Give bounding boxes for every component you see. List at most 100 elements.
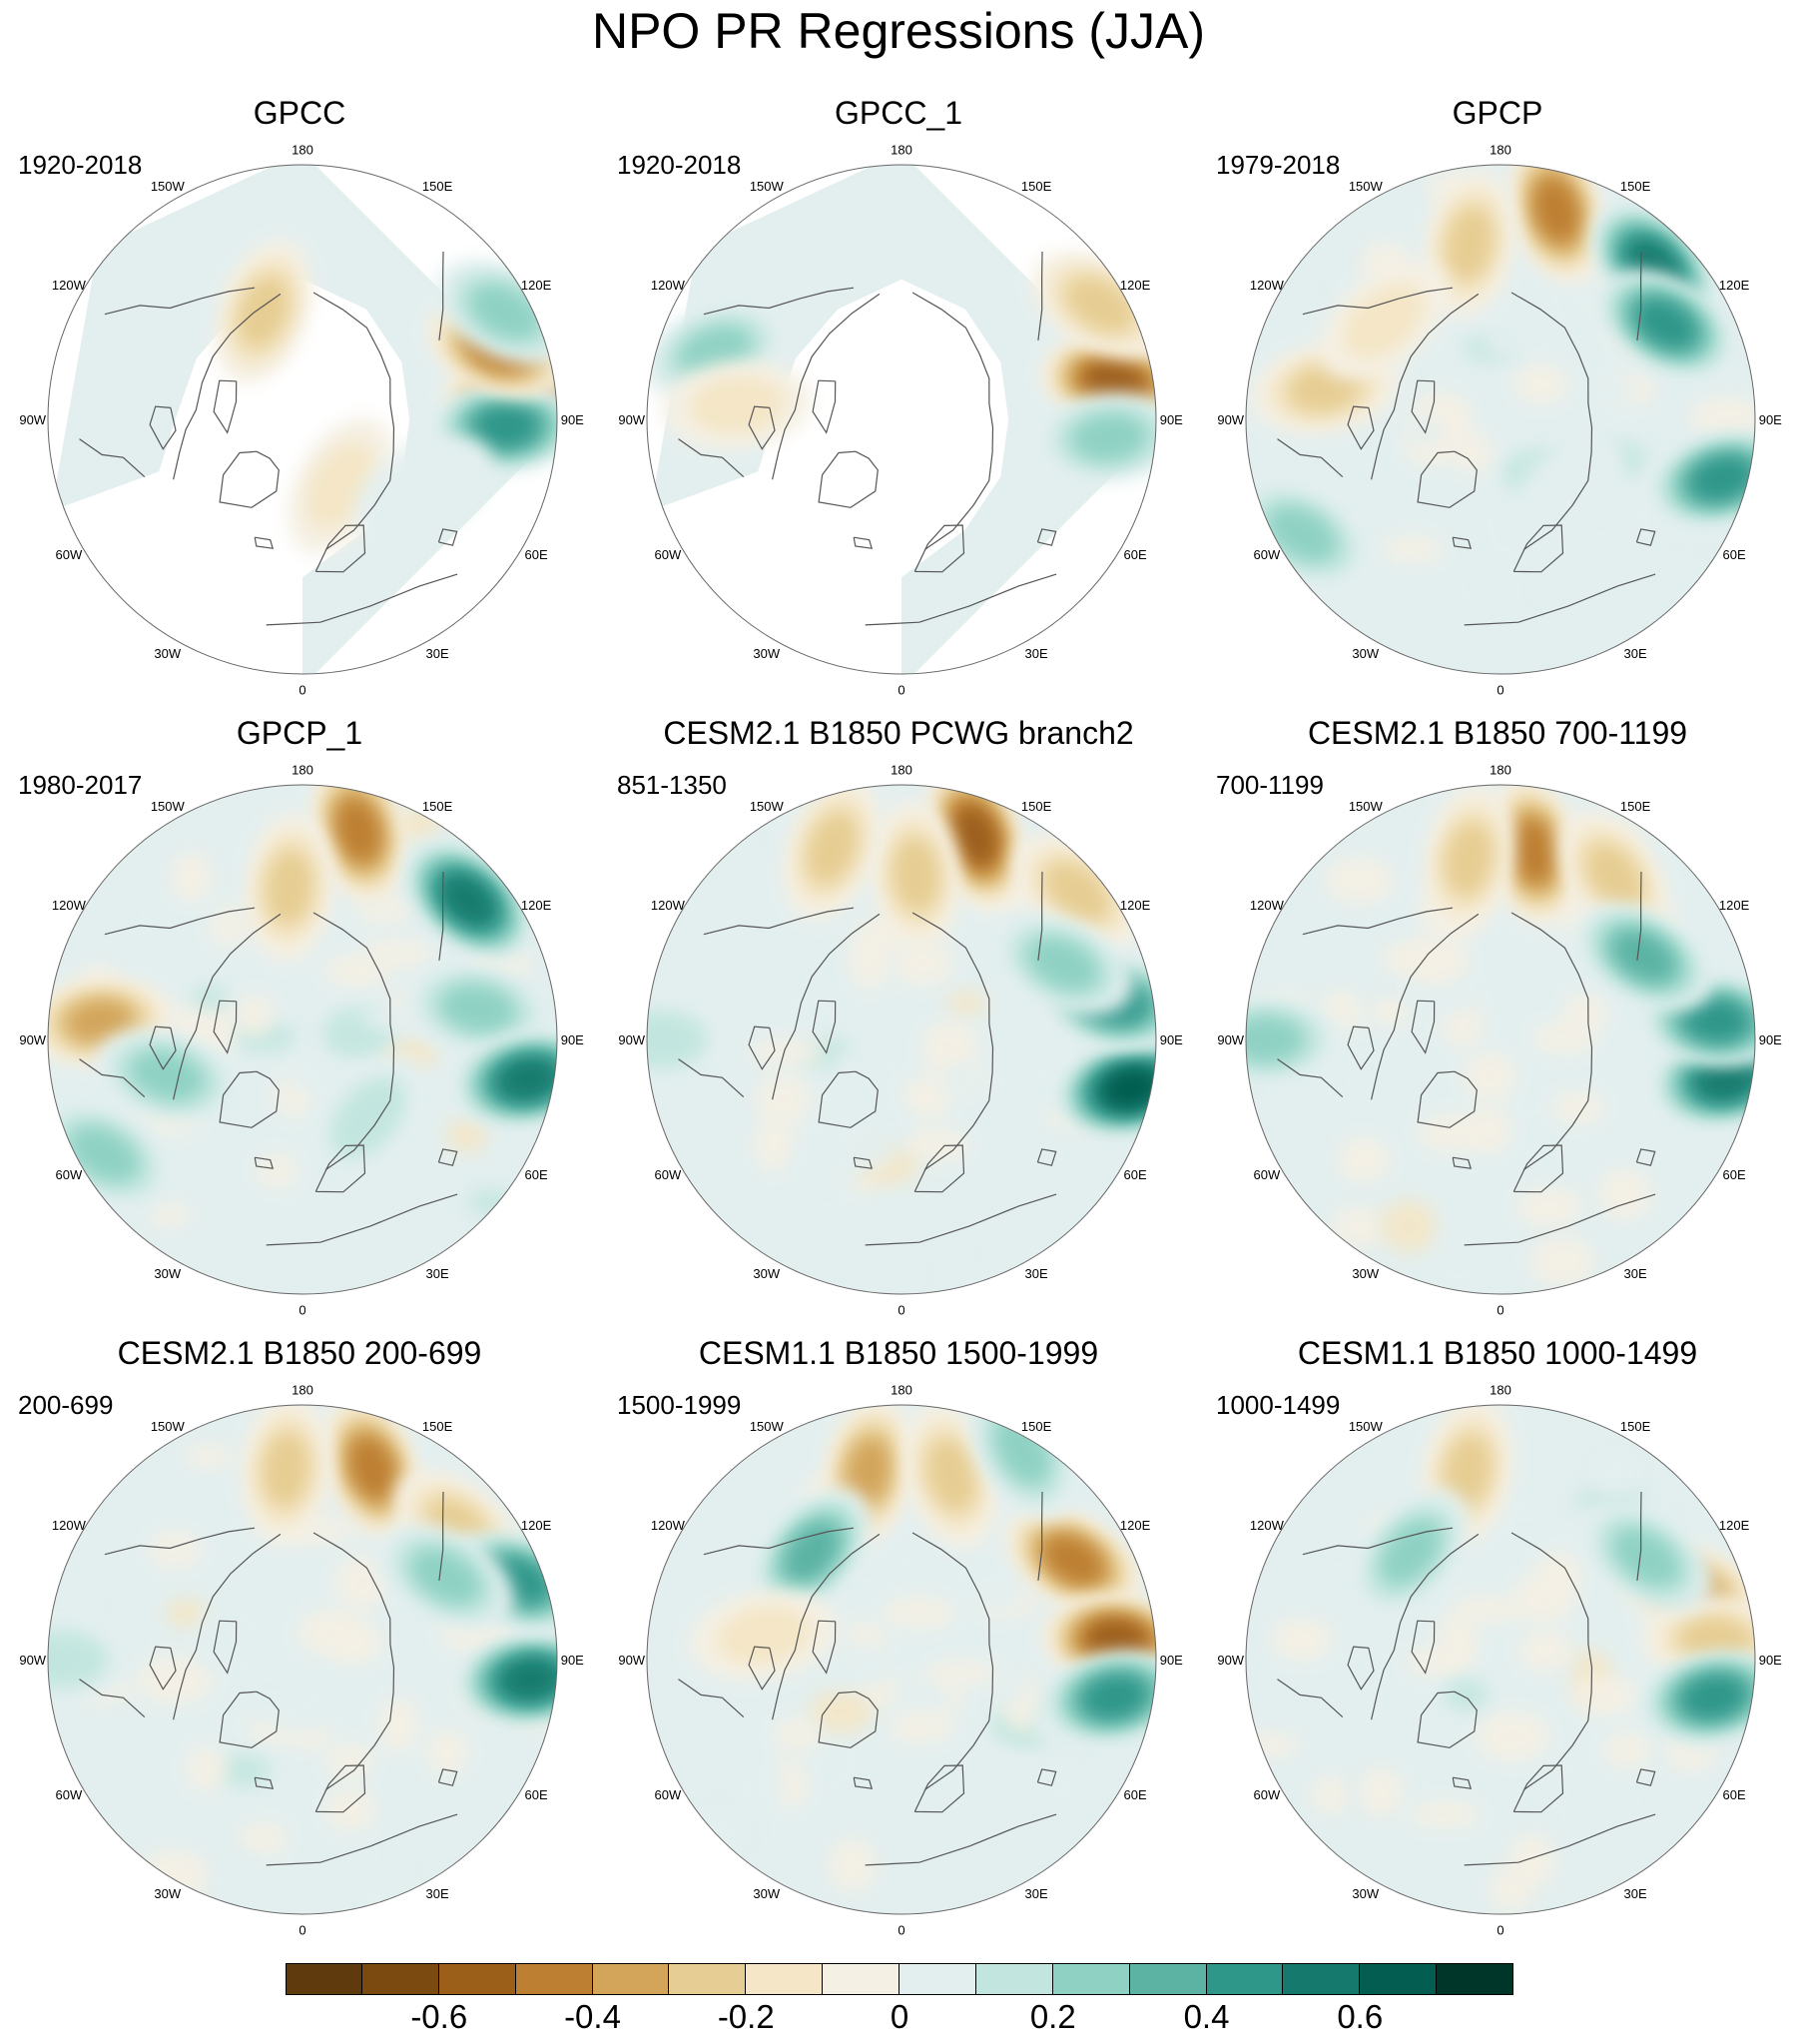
longitude-label: 60E bbox=[525, 547, 548, 562]
colorbar-swatch bbox=[746, 1963, 824, 1995]
anomaly-texture bbox=[921, 1020, 978, 1076]
colorbar-swatch bbox=[669, 1963, 747, 1995]
longitude-label: 30E bbox=[1624, 1886, 1647, 1901]
anomaly-texture bbox=[946, 991, 987, 1017]
coastline bbox=[254, 1776, 275, 1789]
anomaly-blob bbox=[442, 876, 494, 925]
coastline bbox=[149, 1646, 177, 1691]
longitude-label: 150W bbox=[151, 179, 186, 194]
anomaly-texture bbox=[1422, 1239, 1494, 1294]
coastline bbox=[1417, 1691, 1478, 1748]
longitude-label: 0 bbox=[898, 1922, 904, 1937]
anomaly-texture bbox=[1404, 977, 1478, 1016]
longitude-label: 150E bbox=[1620, 179, 1651, 194]
anomaly-texture bbox=[1461, 600, 1533, 638]
longitude-label: 30E bbox=[1624, 1266, 1647, 1281]
longitude-label: 60E bbox=[1124, 1167, 1147, 1182]
longitude-label: 60W bbox=[655, 1787, 682, 1802]
anomaly-texture bbox=[1438, 1611, 1479, 1667]
anomaly-blob bbox=[1342, 283, 1425, 359]
coastline bbox=[865, 1813, 1057, 1866]
anomaly-texture bbox=[377, 1697, 419, 1753]
anomaly-texture bbox=[779, 1012, 822, 1042]
longitude-label: 60W bbox=[56, 547, 83, 562]
anomaly-texture bbox=[1454, 1183, 1503, 1236]
coastline bbox=[913, 1764, 965, 1813]
colorbar-swatch bbox=[975, 1963, 1053, 1995]
anomaly-texture bbox=[1482, 319, 1533, 360]
anomaly-blob bbox=[1044, 1537, 1102, 1584]
panel-period: 200-699 bbox=[18, 1390, 114, 1420]
anomaly-blob bbox=[48, 1631, 109, 1689]
anomaly-texture bbox=[962, 1546, 1003, 1571]
coastline bbox=[1510, 1532, 1593, 1791]
anomaly-texture bbox=[1246, 1732, 1301, 1758]
coastline bbox=[213, 379, 238, 434]
anomaly-blob bbox=[262, 1431, 310, 1508]
longitude-label: 60E bbox=[525, 1167, 548, 1182]
colorbar-frame bbox=[286, 1963, 1513, 1995]
longitude-label: 150W bbox=[151, 1419, 186, 1434]
land-field bbox=[901, 165, 1156, 674]
coastline bbox=[149, 1025, 177, 1070]
longitude-label: 120W bbox=[52, 898, 87, 913]
anomaly-texture bbox=[148, 1202, 191, 1227]
map-panel: GPCC_1 1920-2018 180 150E 120E 90E 60E 30E 0 30W 6… bbox=[617, 95, 1183, 697]
longitude-label: 90E bbox=[1759, 1653, 1782, 1668]
anomaly-blob bbox=[1445, 206, 1495, 283]
panel-period: 1920-2018 bbox=[18, 150, 143, 180]
map-panel: CESM1.1 B1850 1500-1999 1500-1999 180 150E 1… bbox=[617, 1335, 1183, 1937]
coastline bbox=[678, 1679, 745, 1718]
anomaly-texture bbox=[323, 954, 390, 988]
coastline bbox=[1347, 1646, 1375, 1691]
longitude-label: 150W bbox=[1349, 179, 1384, 194]
anomaly-texture bbox=[1689, 396, 1755, 438]
anomaly-texture bbox=[1381, 1199, 1437, 1253]
anomaly-texture bbox=[1380, 535, 1445, 563]
anomaly-texture bbox=[234, 994, 276, 1037]
coastline bbox=[853, 1156, 874, 1169]
anomaly-texture bbox=[1516, 1187, 1582, 1228]
coastline bbox=[1512, 524, 1564, 573]
coastline bbox=[703, 287, 855, 316]
longitude-label: 60W bbox=[1254, 547, 1281, 562]
longitude-label: 30W bbox=[1352, 1886, 1379, 1901]
anomaly-texture bbox=[1566, 1775, 1607, 1812]
panel-title: GPCP_1 bbox=[236, 715, 363, 751]
coastline bbox=[748, 405, 776, 450]
coastline bbox=[865, 1193, 1057, 1246]
longitude-label: 60E bbox=[1723, 1167, 1746, 1182]
anomaly-texture bbox=[170, 852, 213, 903]
polar-map: 180 150E 120E 90E 60E 30E 0 30W 60W 90W 120W 150W bbox=[1217, 1383, 1782, 1938]
anomaly-texture bbox=[232, 1671, 310, 1703]
anomaly-blob bbox=[1697, 1059, 1755, 1099]
anomaly-texture bbox=[135, 1656, 215, 1704]
coastline bbox=[1371, 293, 1480, 480]
coastline bbox=[437, 1148, 458, 1166]
longitude-label: 150E bbox=[1620, 1419, 1651, 1434]
coastline bbox=[438, 251, 444, 341]
coastline bbox=[254, 1156, 275, 1169]
panel-period: 1980-2017 bbox=[18, 770, 143, 800]
longitude-label: 150W bbox=[1349, 799, 1384, 814]
coastline bbox=[266, 1813, 458, 1866]
coastline bbox=[1464, 573, 1656, 626]
anomaly-texture bbox=[1451, 432, 1495, 473]
coastline bbox=[312, 292, 395, 551]
anomaly-blob bbox=[1266, 505, 1338, 563]
panel-period: 700-1199 bbox=[1216, 770, 1324, 800]
longitude-label: 120E bbox=[1719, 278, 1750, 293]
coastline bbox=[266, 1193, 458, 1246]
anomaly-blob bbox=[474, 406, 537, 447]
longitude-label: 120W bbox=[651, 278, 686, 293]
longitude-label: 30E bbox=[1025, 1886, 1048, 1901]
coastline bbox=[1277, 1058, 1344, 1098]
anomaly-blob bbox=[1443, 1433, 1493, 1510]
longitude-label: 90W bbox=[19, 1032, 46, 1047]
coastline bbox=[1636, 251, 1642, 341]
longitude-label: 150W bbox=[151, 799, 186, 814]
anomaly-blob bbox=[501, 1660, 557, 1700]
longitude-label: 30W bbox=[1352, 646, 1379, 661]
polar-map: 180 150E 120E 90E 60E 30E 0 30W 60W 90W 120W 150W bbox=[19, 143, 584, 698]
map-panel: GPCP 1979-2018 180 150E 120E 90E 60E 30E 0 30W 60W… bbox=[1216, 95, 1782, 697]
